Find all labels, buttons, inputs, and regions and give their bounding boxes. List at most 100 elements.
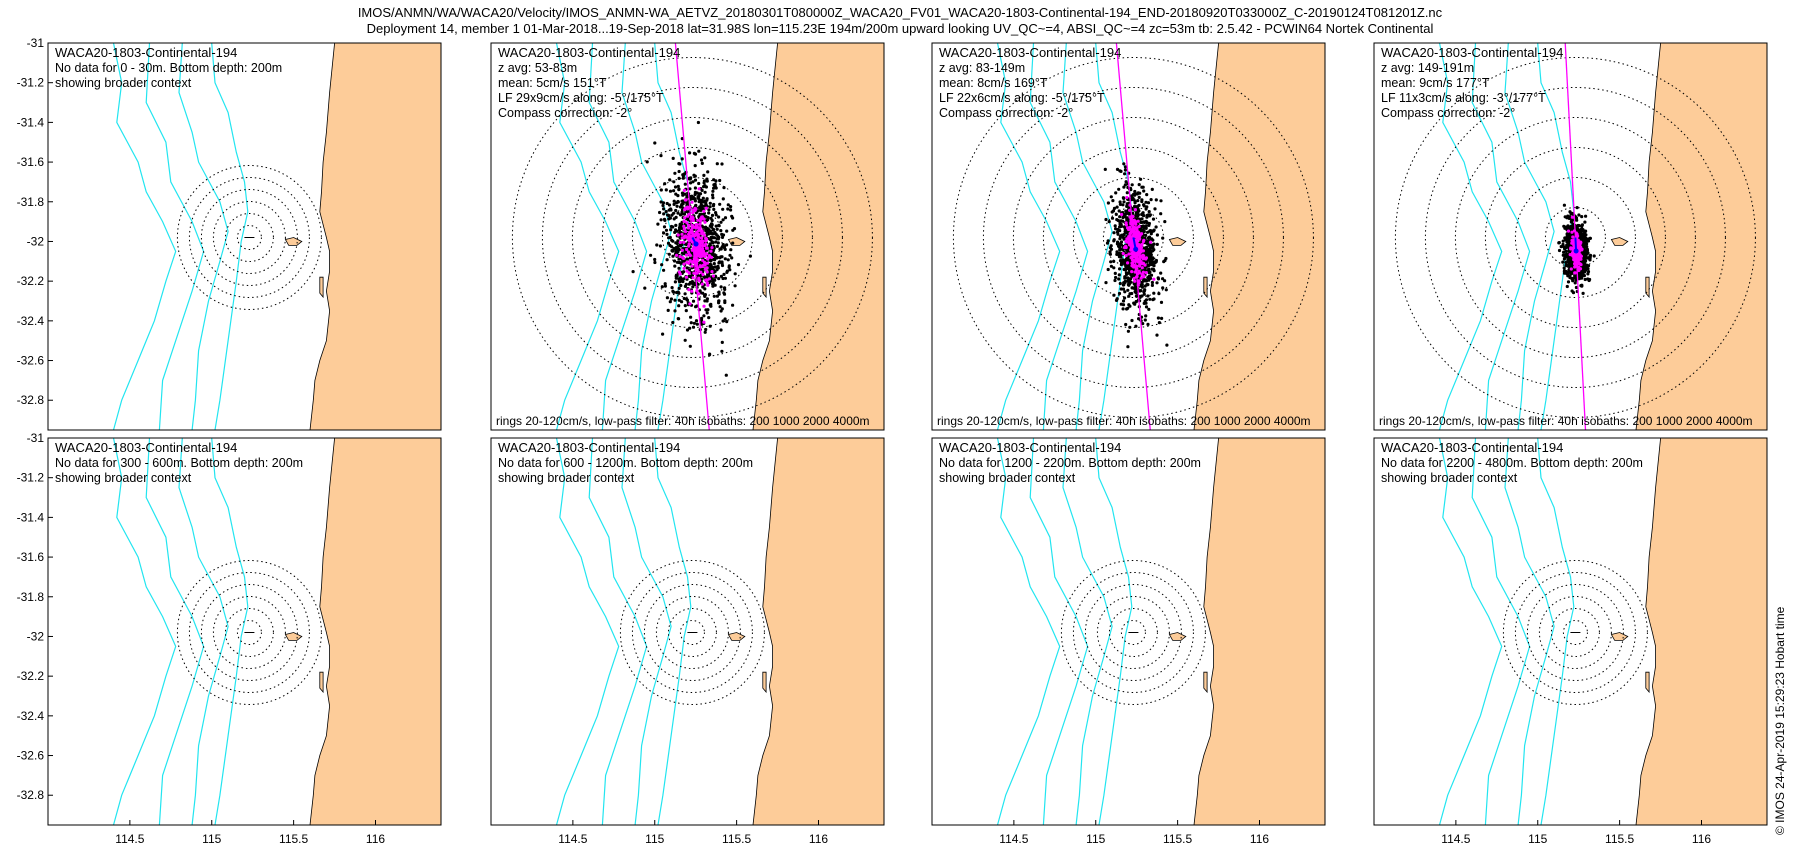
raw-point [1144, 314, 1148, 318]
raw-point [1126, 345, 1130, 349]
isobath-4 [1095, 438, 1133, 825]
raw-point [691, 325, 696, 329]
x-tick-label: 115 [1086, 832, 1105, 846]
raw-point [1130, 318, 1134, 323]
isobath-1 [1438, 438, 1503, 825]
raw-point [659, 154, 663, 158]
raw-point [1148, 257, 1152, 261]
raw-point [1141, 211, 1145, 215]
speed-ring [619, 559, 765, 705]
raw-point [688, 187, 692, 191]
raw-point [1104, 281, 1108, 285]
raw-point [1114, 212, 1118, 216]
raw-point [693, 178, 698, 182]
garden-island [762, 671, 767, 694]
lowpass-point [1568, 253, 1572, 257]
lowpass-point [685, 253, 689, 257]
raw-point [1583, 220, 1587, 224]
raw-point [677, 266, 681, 270]
lowpass-point [1570, 238, 1574, 243]
lowpass-point [1130, 270, 1134, 274]
raw-point [1115, 230, 1120, 234]
raw-point [1149, 273, 1154, 277]
raw-point [662, 217, 667, 221]
raw-point [1565, 254, 1569, 258]
panel-title: WACA20-1803-Continental-194 [498, 440, 680, 455]
raw-point [707, 316, 711, 320]
speed-ring [1526, 583, 1624, 681]
isobath-2 [1029, 43, 1089, 430]
lowpass-point [702, 304, 706, 308]
land-area [752, 43, 884, 430]
lowpass-point [687, 252, 691, 256]
raw-point [1117, 209, 1121, 213]
isobath-1 [555, 438, 620, 825]
lowpass-point [695, 271, 699, 275]
panel-title: WACA20-1803-Continental-194 [1381, 45, 1563, 60]
land-area [1635, 43, 1767, 430]
raw-point [715, 237, 719, 241]
y-tick-label: -32 [27, 234, 45, 248]
panel-info-line: No data for 600 - 1200m. Bottom depth: 2… [498, 456, 753, 470]
raw-point [1127, 303, 1131, 307]
raw-point [1160, 316, 1164, 320]
raw-point [682, 252, 686, 256]
raw-point [1584, 268, 1588, 272]
raw-point [1583, 235, 1587, 239]
raw-point [677, 169, 681, 174]
raw-point [663, 282, 667, 286]
lowpass-point [1133, 279, 1137, 283]
lowpass-point [1571, 241, 1575, 245]
panel-info-line: showing broader context [55, 76, 192, 90]
raw-point [687, 176, 692, 180]
raw-point [683, 259, 687, 263]
raw-point [681, 279, 685, 284]
raw-point [1146, 294, 1150, 298]
rottnest-island [1168, 237, 1187, 246]
raw-point [677, 187, 681, 191]
speed-ring [236, 619, 262, 645]
raw-point [1128, 210, 1132, 215]
raw-point [1150, 283, 1154, 287]
y-tick-label: -32.2 [17, 669, 45, 683]
lowpass-point [710, 270, 714, 274]
raw-point [1143, 284, 1147, 288]
lowpass-point [706, 257, 710, 261]
y-tick-label: -32.6 [17, 749, 45, 763]
raw-point [678, 280, 682, 284]
raw-point [1155, 242, 1159, 246]
lowpass-point [704, 236, 708, 240]
lowpass-point [696, 218, 700, 222]
raw-point [723, 216, 728, 220]
lowpass-point [1140, 266, 1144, 270]
raw-point [1141, 224, 1145, 228]
raw-point [698, 198, 702, 202]
panel-info-line: Compass correction: -2° [1381, 106, 1515, 120]
raw-point [693, 164, 697, 168]
raw-point [679, 283, 683, 288]
y-tick-label: -31.4 [17, 510, 45, 524]
panel-info-line: Compass correction: -2° [498, 106, 632, 120]
lowpass-point [1126, 261, 1130, 265]
lowpass-point [705, 266, 709, 270]
raw-point [1118, 281, 1122, 286]
raw-point [664, 228, 669, 232]
raw-point [1148, 251, 1152, 255]
raw-point [1109, 260, 1113, 264]
mean-marker [693, 241, 699, 247]
lowpass-point [1135, 259, 1139, 263]
panel-title: WACA20-1803-Continental-194 [55, 440, 237, 455]
raw-point [721, 197, 725, 201]
raw-point [729, 205, 733, 209]
raw-point [688, 344, 692, 348]
raw-point [1136, 199, 1140, 203]
raw-point [680, 300, 684, 304]
raw-point [1150, 237, 1154, 241]
speed-ring [1072, 571, 1194, 693]
raw-point [1130, 198, 1134, 202]
lowpass-point [705, 261, 710, 265]
raw-point [1585, 242, 1589, 246]
lowpass-point [698, 222, 702, 226]
